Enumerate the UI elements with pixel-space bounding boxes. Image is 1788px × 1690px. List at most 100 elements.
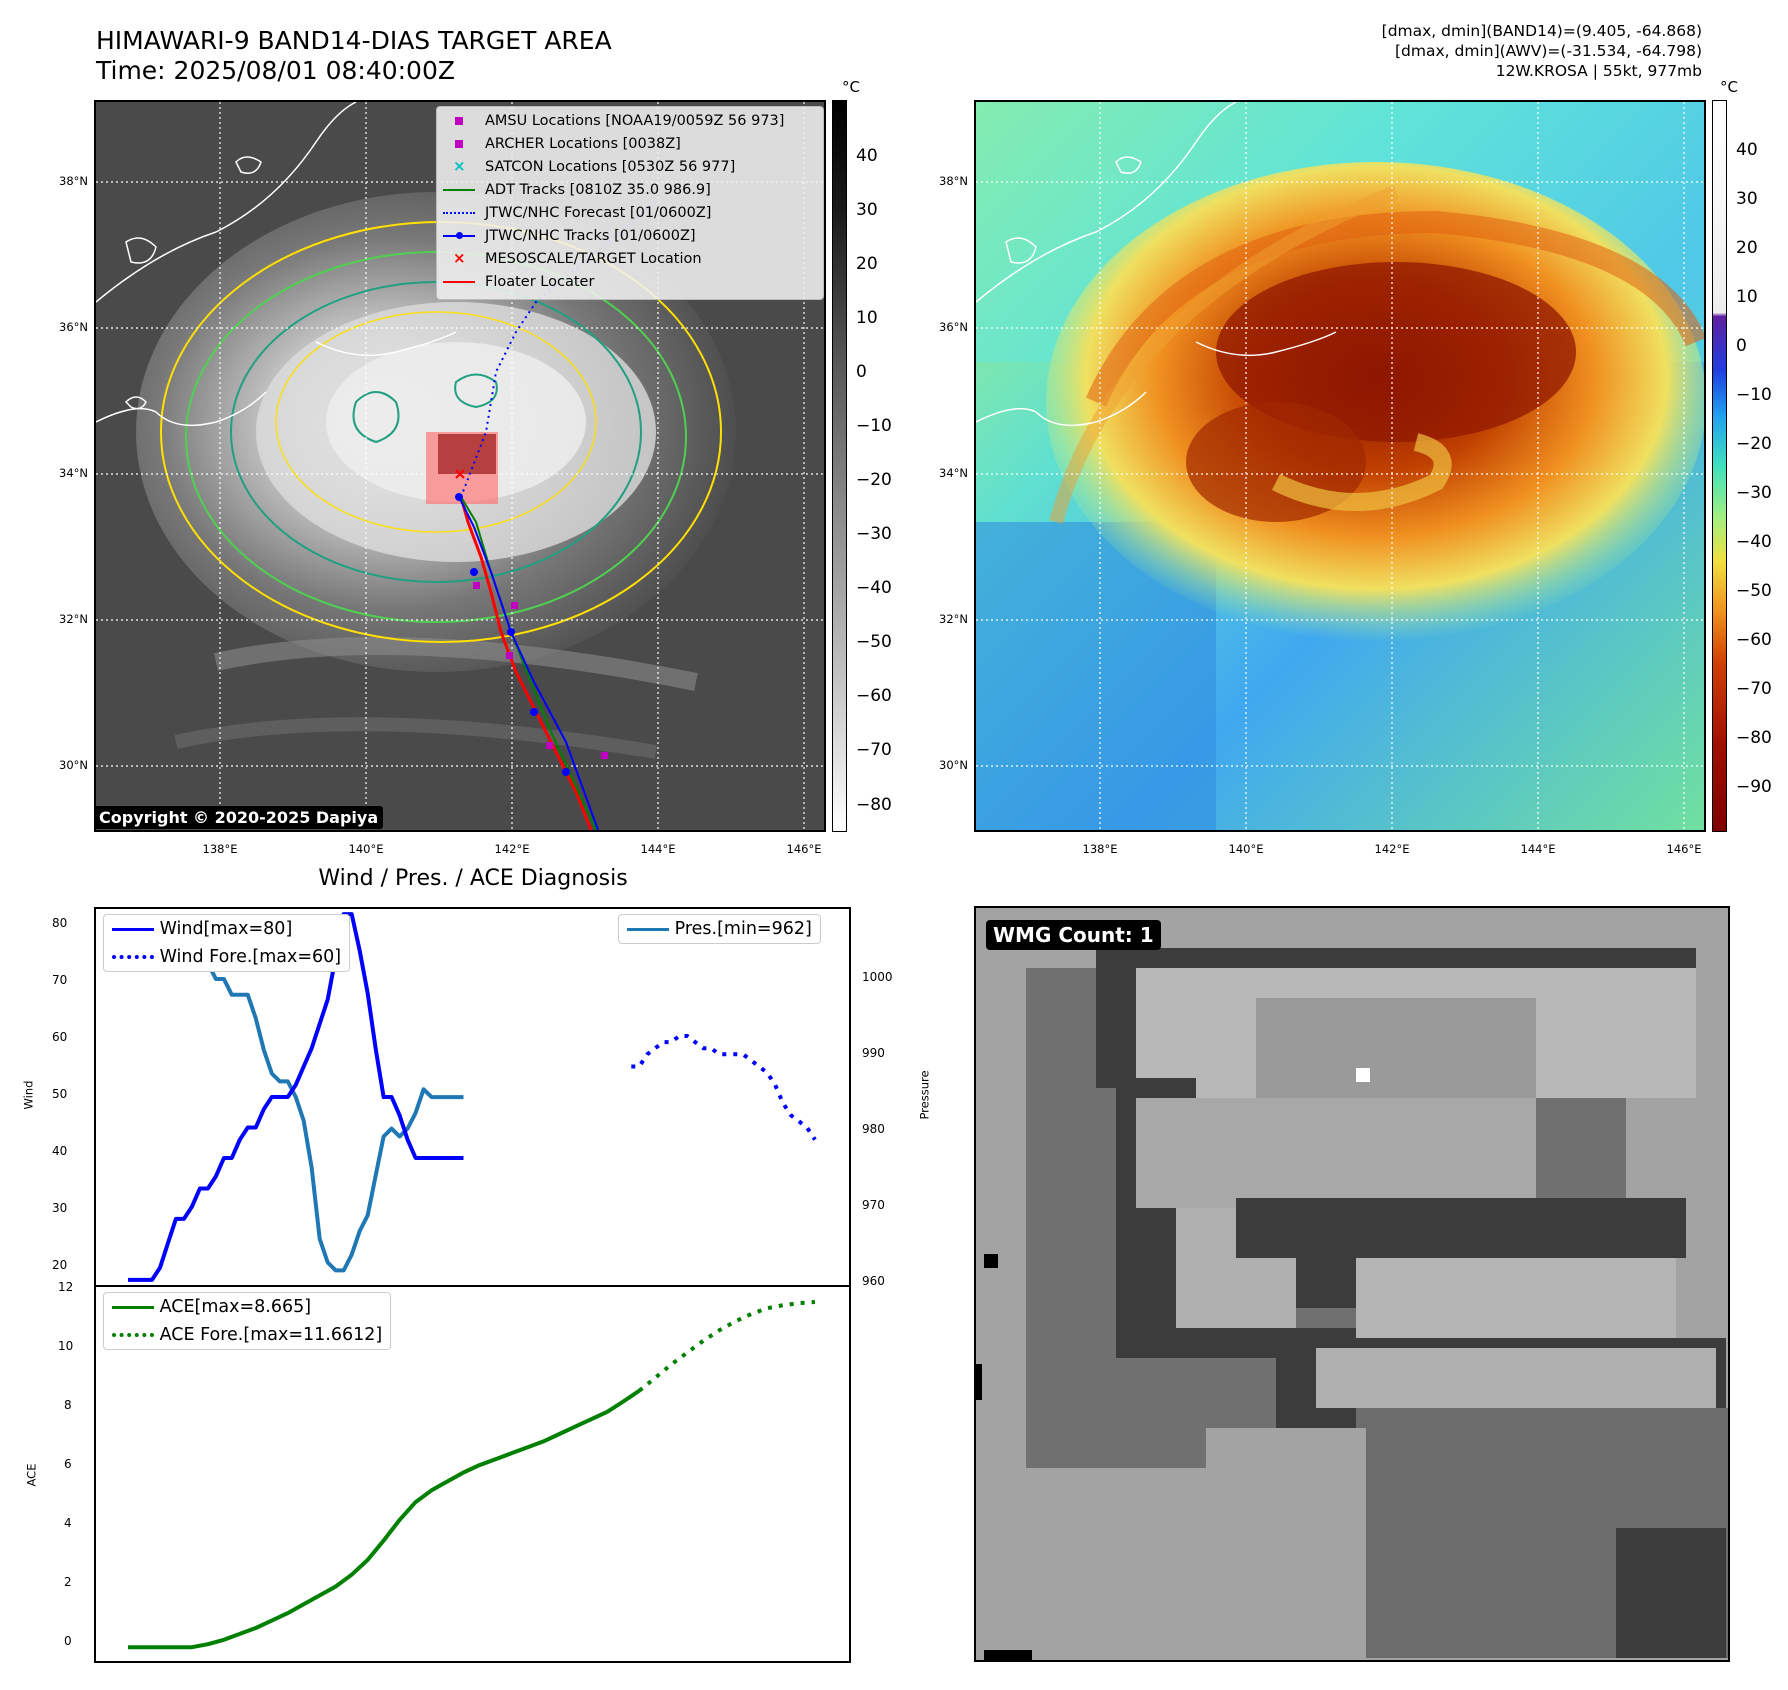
ace-tick: 2: [64, 1575, 72, 1589]
ace-tick: 10: [58, 1339, 74, 1353]
wind-axis-label: Wind: [21, 1080, 36, 1110]
colorbar-tick: −70: [1736, 679, 1772, 699]
legend-item-ace-forecast: ACE Fore.[max=11.6612]: [104, 1321, 390, 1349]
colorbar-tick: 30: [1736, 189, 1758, 209]
ace-legend: ACE[max=8.665] ACE Fore.[max=11.6612]: [103, 1292, 392, 1350]
colorbar-tick: −60: [856, 686, 892, 706]
map-legend: AMSU Locations [NOAA19/0059Z 56 973] ARC…: [436, 106, 824, 300]
colorbar-tick: −60: [1736, 630, 1772, 650]
colorbar-tick: −50: [1736, 581, 1772, 601]
diagnosis-title: Wind / Pres. / ACE Diagnosis: [318, 866, 628, 891]
lon-label: 138°E: [202, 842, 238, 856]
colorbar-tick: −10: [1736, 385, 1772, 405]
colorbar-tick: −30: [856, 524, 892, 544]
colorbar-right-unit: °C: [1720, 78, 1738, 96]
colorbar-right: [1712, 100, 1727, 832]
line-icon: [627, 915, 669, 943]
lon-label: 140°E: [1228, 842, 1264, 856]
colorbar-tick: −90: [1736, 777, 1772, 797]
legend-item-amsu: AMSU Locations [NOAA19/0059Z 56 973]: [443, 111, 784, 131]
dotted-line-icon: [112, 943, 154, 971]
square-icon: [443, 134, 475, 154]
colorbar-tick: −80: [856, 795, 892, 815]
colorbar-tick: −30: [1736, 483, 1772, 503]
legend-item-jtwc-tracks: JTWC/NHC Tracks [01/0600Z]: [443, 226, 696, 246]
wind-tick: 30: [52, 1201, 68, 1215]
lon-label: 146°E: [786, 842, 822, 856]
lat-label: 34°N: [939, 466, 968, 480]
lat-label: 38°N: [59, 174, 88, 188]
wind-tick: 80: [52, 916, 68, 930]
colorbar-tick: −80: [1736, 728, 1772, 748]
colorbar-tick: 20: [1736, 238, 1758, 258]
wind-tick: 70: [52, 973, 68, 987]
legend-item-wind-forecast: Wind Fore.[max=60]: [104, 943, 349, 971]
wmg-image: [976, 908, 1728, 1660]
lon-label: 142°E: [494, 842, 530, 856]
colorbar-tick: −40: [1736, 532, 1772, 552]
legend-item-floater: Floater Locater: [443, 272, 594, 292]
pressure-tick: 1000: [862, 970, 893, 984]
dotted-line-icon: [112, 1321, 154, 1349]
lat-label: 30°N: [59, 758, 88, 772]
wind-line: [128, 912, 464, 1282]
ace-tick: 8: [64, 1398, 72, 1412]
line-icon: [443, 180, 475, 200]
legend-item-wind: Wind[max=80]: [104, 915, 349, 943]
pressure-tick: 990: [862, 1046, 885, 1060]
lat-label: 30°N: [939, 758, 968, 772]
ace-tick: 12: [58, 1280, 74, 1294]
colorbar-tick: −20: [1736, 434, 1772, 454]
x-marker-icon: ×: [453, 157, 466, 175]
info-line-1: [dmax, dmin](BAND14)=(9.405, -64.868): [1381, 22, 1702, 40]
colorbar-tick: 0: [856, 362, 867, 382]
pressure-tick: 980: [862, 1122, 885, 1136]
legend-item-adt: ADT Tracks [0810Z 35.0 986.9]: [443, 180, 711, 200]
info-line-2: [dmax, dmin](AWV)=(-31.534, -64.798): [1395, 42, 1702, 60]
lat-label: 36°N: [59, 320, 88, 334]
colorbar-left-unit: °C: [842, 78, 860, 96]
legend-item-archer: ARCHER Locations [0038Z]: [443, 134, 681, 154]
wind-tick: 20: [52, 1258, 68, 1272]
legend-item-ace: ACE[max=8.665]: [104, 1293, 390, 1321]
legend-item-mesoscale: × MESOSCALE/TARGET Location: [443, 249, 702, 269]
lon-label: 146°E: [1666, 842, 1702, 856]
colorbar-tick: −70: [856, 740, 892, 760]
awv-map: [974, 100, 1706, 832]
pressure-tick: 960: [862, 1274, 885, 1288]
lon-label: 144°E: [1520, 842, 1556, 856]
colorbar-left: [832, 100, 847, 832]
pressure-tick: 970: [862, 1198, 885, 1212]
colorbar-tick: −20: [856, 470, 892, 490]
awv-image: [976, 102, 1704, 830]
diagnosis-chart: [94, 907, 851, 1663]
lat-label: 38°N: [939, 174, 968, 188]
wind-forecast-line: [631, 1034, 817, 1141]
copyright-badge: Copyright © 2020-2025 Dapiya: [94, 806, 384, 829]
lat-label: 36°N: [939, 320, 968, 334]
legend-item-pressure: Pres.[min=962]: [619, 915, 820, 943]
colorbar-tick: 20: [856, 254, 878, 274]
colorbar-tick: −50: [856, 632, 892, 652]
ace-forecast-line: [638, 1300, 816, 1393]
line-icon: [112, 915, 154, 943]
ace-axes: [94, 1285, 851, 1663]
info-line-3: 12W.KROSA | 55kt, 977mb: [1495, 62, 1702, 80]
dotted-line-icon: [443, 203, 475, 223]
colorbar-tick: 40: [856, 146, 878, 166]
pressure-legend: Pres.[min=962]: [618, 914, 821, 944]
legend-item-jtwc-forecast: JTWC/NHC Forecast [01/0600Z]: [443, 203, 711, 223]
square-icon: [443, 111, 475, 131]
chart-time: Time: 2025/08/01 08:40:00Z: [96, 56, 455, 85]
chart-title: HIMAWARI-9 BAND14-DIAS TARGET AREA: [96, 26, 612, 55]
wind-tick: 60: [52, 1030, 68, 1044]
colorbar-tick: −40: [856, 578, 892, 598]
ace-tick: 0: [64, 1634, 72, 1648]
colorbar-tick: 30: [856, 200, 878, 220]
wind-legend: Wind[max=80] Wind Fore.[max=60]: [103, 914, 351, 972]
line-dot-icon: [443, 226, 475, 246]
ace-series-group: [128, 1300, 816, 1650]
pressure-axis-label: Pressure: [917, 1070, 932, 1120]
ace-tick: 4: [64, 1516, 72, 1530]
ace-tick: 6: [64, 1457, 72, 1471]
